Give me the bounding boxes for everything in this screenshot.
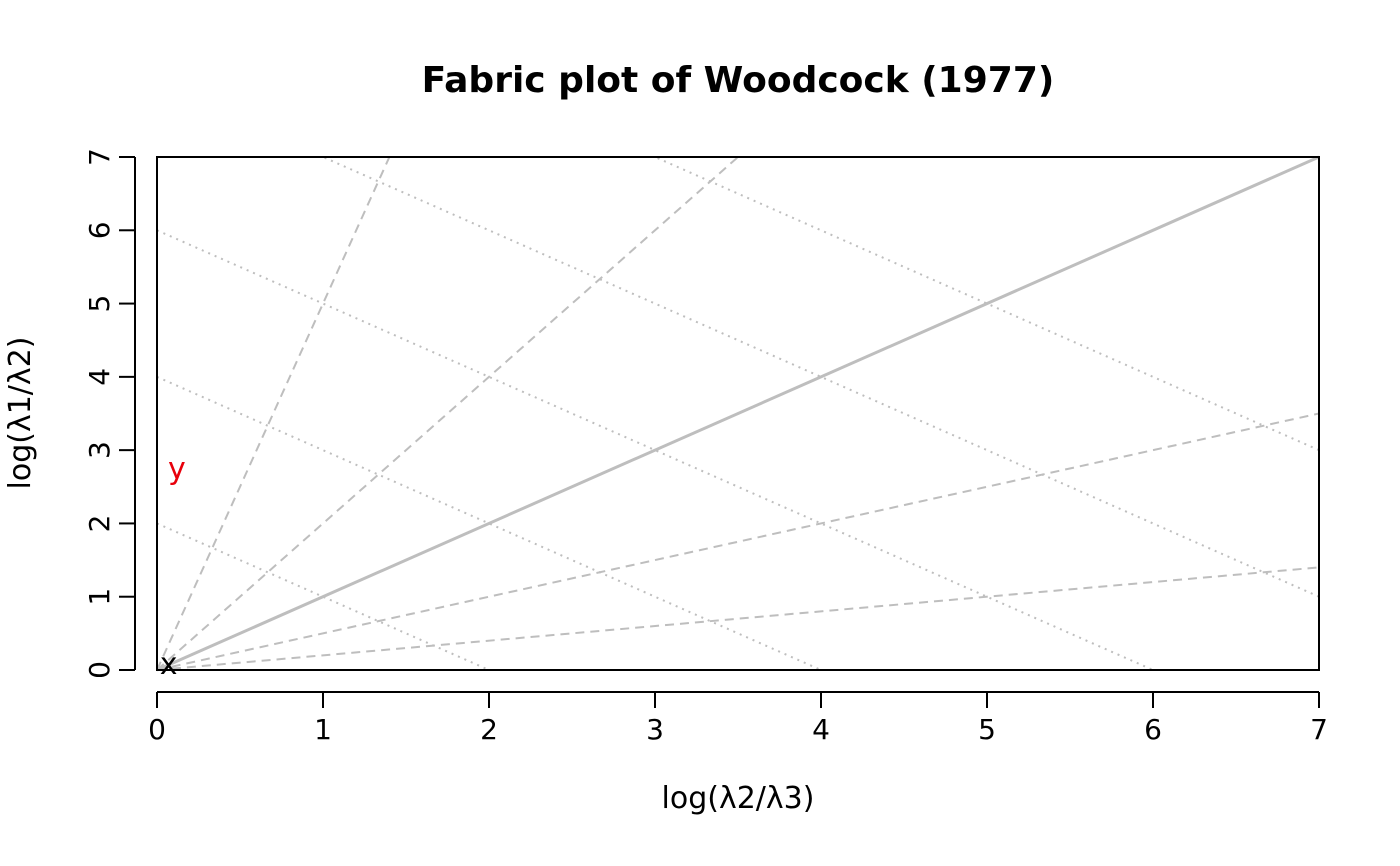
y-axis-label: log(λ1/λ2) [3, 337, 38, 490]
x-tick-label: 0 [148, 713, 166, 746]
y-tick-label: 3 [83, 441, 116, 459]
y-axis: 0 1 2 3 4 5 6 7 [83, 148, 136, 679]
y-tick-label: 5 [83, 295, 116, 313]
x-tick-label: 1 [314, 713, 332, 746]
plot-frame [156, 156, 1320, 671]
x-tick-label: 2 [480, 713, 498, 746]
x-axis-label: log(λ2/λ3) [662, 781, 815, 816]
dotted-line-1 [156, 375, 822, 671]
dashed-line-3 [156, 566, 1320, 671]
point-label-y: y [168, 451, 186, 486]
y-tick-label: 2 [83, 515, 116, 533]
x-axis: 0 1 2 3 4 5 6 7 [148, 691, 1328, 746]
solid-line-0 [156, 155, 1320, 672]
chart-title: Fabric plot of Woodcock (1977) [422, 60, 1055, 101]
y-tick-label: 1 [83, 588, 116, 606]
y-tick-label: 7 [83, 148, 116, 166]
x-tick-label: 3 [646, 713, 664, 746]
dashed-line-0 [156, 156, 391, 671]
y-tick-label: 6 [83, 221, 116, 239]
dotted-line-4 [654, 156, 1320, 452]
data-points: xy [160, 451, 186, 682]
point-label-x: x [160, 647, 178, 682]
reference-lines [156, 155, 1320, 672]
dashed-line-2 [156, 412, 1320, 671]
y-tick-label: 4 [83, 368, 116, 386]
x-tick-label: 6 [1144, 713, 1162, 746]
y-tick-label: 0 [83, 661, 116, 679]
x-tick-label: 7 [1310, 713, 1328, 746]
x-tick-label: 5 [978, 713, 996, 746]
dashed-line-1 [156, 156, 739, 671]
x-tick-label: 4 [812, 713, 830, 746]
